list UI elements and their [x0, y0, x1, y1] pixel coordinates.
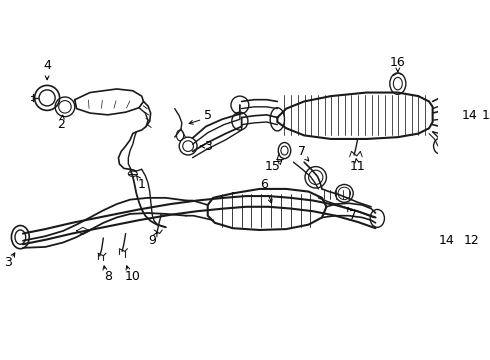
Text: 14: 14 [439, 234, 455, 247]
Text: 3: 3 [4, 256, 12, 269]
Text: 10: 10 [125, 270, 141, 283]
Text: 7: 7 [298, 145, 306, 158]
Text: 4: 4 [43, 59, 51, 72]
Text: 8: 8 [104, 270, 112, 283]
Text: 11: 11 [350, 160, 366, 173]
Text: 13: 13 [482, 109, 490, 122]
Text: 16: 16 [390, 56, 406, 69]
Text: 12: 12 [464, 234, 480, 247]
Text: 1: 1 [138, 178, 146, 191]
Text: 14: 14 [462, 109, 477, 122]
Text: 3: 3 [204, 140, 212, 153]
Text: 2: 2 [57, 118, 65, 131]
Text: 6: 6 [260, 178, 268, 191]
Text: 7: 7 [349, 209, 357, 222]
Text: 5: 5 [204, 109, 212, 122]
Text: 15: 15 [265, 160, 281, 173]
Text: 9: 9 [148, 234, 156, 247]
